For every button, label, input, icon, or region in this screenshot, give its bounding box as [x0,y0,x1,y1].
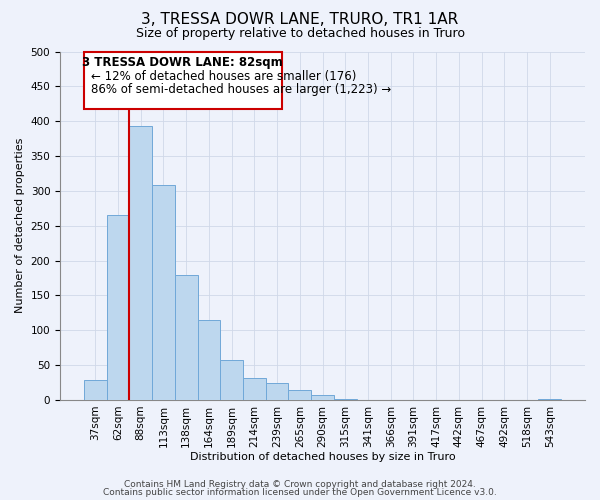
Bar [130,126,152,400]
Y-axis label: Number of detached properties: Number of detached properties [15,138,25,314]
Text: 86% of semi-detached houses are larger (1,223) →: 86% of semi-detached houses are larger (… [91,83,391,96]
Bar [289,390,311,400]
Bar [175,274,197,400]
Bar [266,382,289,400]
Bar [84,380,107,400]
FancyBboxPatch shape [84,52,281,108]
X-axis label: Distribution of detached houses by size in Truro: Distribution of detached houses by size … [190,452,455,462]
Bar [538,398,561,400]
Text: 3 TRESSA DOWR LANE: 82sqm: 3 TRESSA DOWR LANE: 82sqm [82,56,283,68]
Bar [243,378,266,400]
Bar [152,184,175,400]
Text: ← 12% of detached houses are smaller (176): ← 12% of detached houses are smaller (17… [91,70,356,82]
Bar [107,216,130,400]
Bar [220,360,243,400]
Bar [311,395,334,400]
Text: Contains HM Land Registry data © Crown copyright and database right 2024.: Contains HM Land Registry data © Crown c… [124,480,476,489]
Text: Size of property relative to detached houses in Truro: Size of property relative to detached ho… [136,28,464,40]
Text: Contains public sector information licensed under the Open Government Licence v3: Contains public sector information licen… [103,488,497,497]
Text: 3, TRESSA DOWR LANE, TRURO, TR1 1AR: 3, TRESSA DOWR LANE, TRURO, TR1 1AR [142,12,458,28]
Bar [197,320,220,400]
